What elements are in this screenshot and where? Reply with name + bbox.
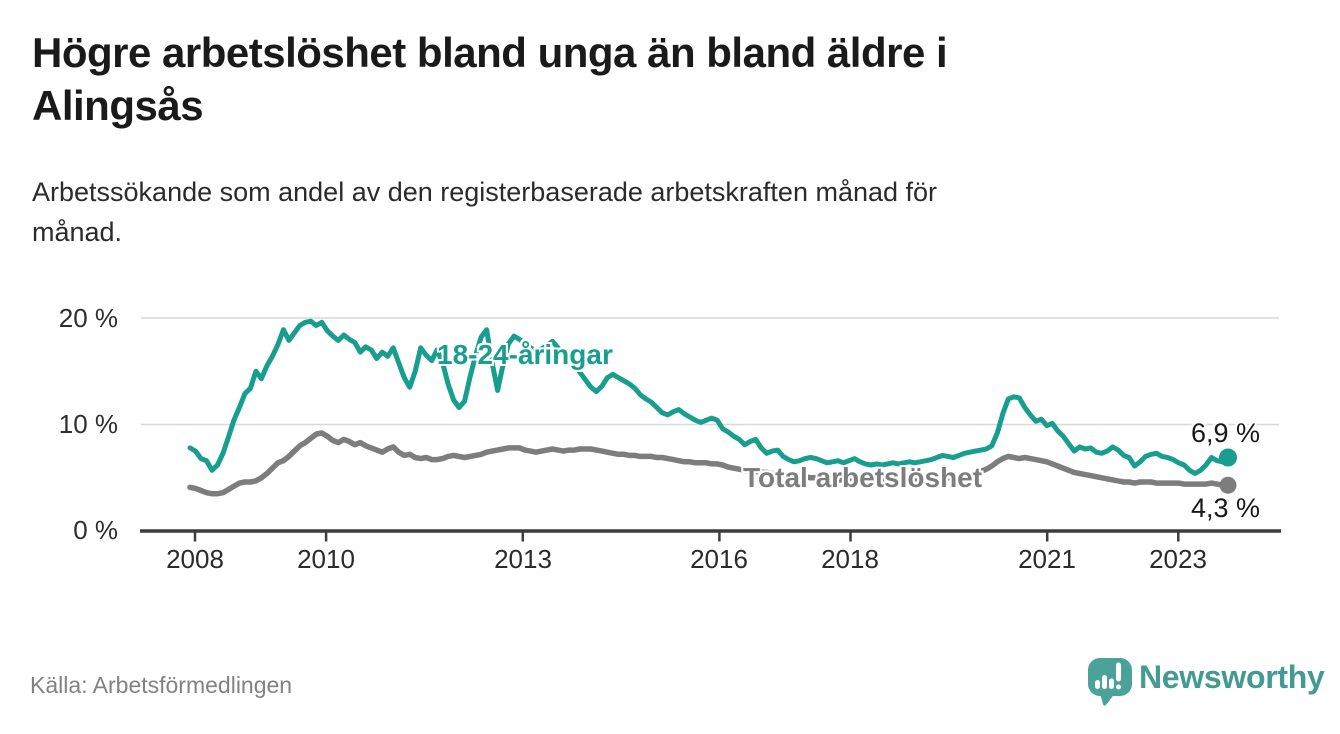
series-line-18-24	[187, 318, 1231, 476]
x-axis-label-2010: 2010	[297, 544, 355, 574]
end-value-label-18-24: 6,9 %	[1191, 418, 1261, 448]
y-axis-label-10pct: 10 %	[58, 409, 118, 439]
x-axis-label-2018: 2018	[821, 544, 879, 574]
series-label-18-24: 18-24-åringar	[437, 339, 613, 370]
page-title-line2: Alingsås	[32, 82, 204, 129]
end-value-label-total-unemployment: 4,3 %	[1191, 493, 1261, 523]
series-end-dot-18-24	[1219, 448, 1237, 467]
x-axis-label-2016: 2016	[690, 544, 748, 574]
x-axis-label-2021: 2021	[1018, 544, 1076, 574]
page-title-line1: Högre arbetslöshet bland unga än bland ä…	[32, 29, 948, 76]
page-subtitle: Arbetssökande som andel av den registerb…	[32, 172, 1252, 252]
line-chart	[140, 317, 1281, 542]
x-axis-label-2008: 2008	[166, 544, 224, 574]
x-axis-ticks	[193, 531, 1180, 542]
y-axis-label-20pct: 20 %	[58, 303, 118, 333]
logo-bar-chart-glyph	[1095, 662, 1121, 690]
series-label-total-unemployment: Total arbetslöshet	[743, 462, 983, 493]
page-subtitle-line2: månad.	[32, 217, 123, 247]
series-line-total-unemployment	[187, 430, 1231, 497]
series-end-dot-total-unemployment	[1219, 476, 1237, 494]
source-note: Källa: Arbetsförmedlingen	[30, 672, 293, 698]
y-axis-label-0pct: 0 %	[73, 515, 118, 545]
newsworthy-logo-icon	[1088, 658, 1132, 706]
x-axis-label-2013: 2013	[494, 544, 552, 574]
x-axis-label-2023: 2023	[1149, 544, 1207, 574]
page-subtitle-line1: Arbetssökande som andel av den registerb…	[32, 177, 938, 207]
brand-name: Newsworthy	[1139, 659, 1325, 695]
page-title: Högre arbetslöshet bland unga än bland ä…	[32, 26, 1212, 132]
